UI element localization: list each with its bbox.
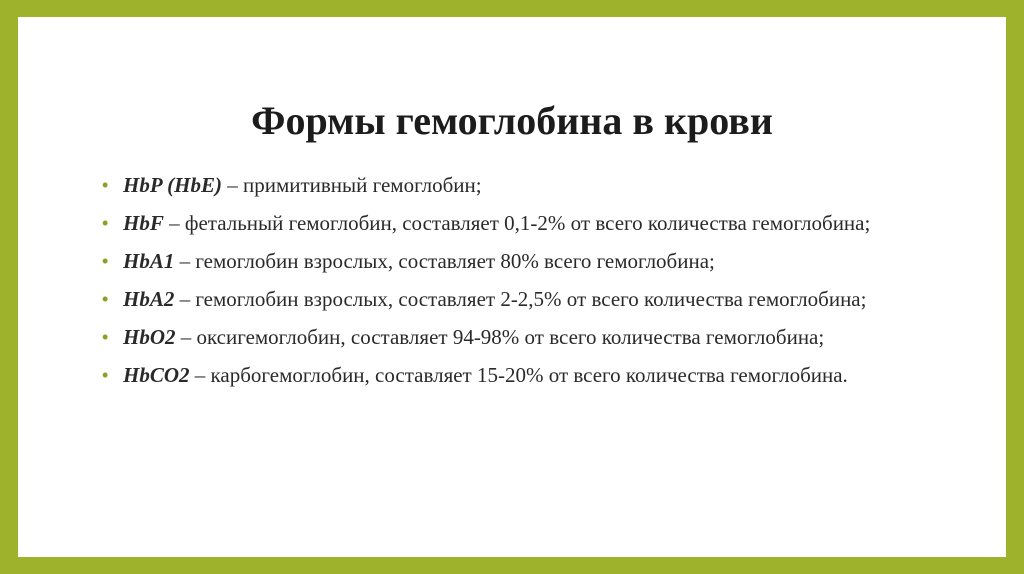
slide-title: Формы гемоглобина в крови xyxy=(251,98,773,143)
bullet-icon: • xyxy=(102,365,109,385)
list-item: • HbA1 – гемоглобин взрослых, составляет … xyxy=(102,249,922,274)
item-term: HbA2 xyxy=(123,287,175,311)
bullet-icon: • xyxy=(102,213,109,233)
list-item: • HbO2 – оксигемоглобин, составляет 94-98… xyxy=(102,325,922,350)
item-description: – карбогемоглобин, составляет 15-20% от … xyxy=(189,363,848,387)
item-description: – примитивный гемоглобин; xyxy=(221,173,482,197)
item-term: HbO2 xyxy=(123,325,176,349)
bullet-icon: • xyxy=(102,289,109,309)
item-description: – гемоглобин взрослых, составляет 80% вс… xyxy=(174,249,715,273)
bullet-icon: • xyxy=(102,327,109,347)
item-term: HbF xyxy=(123,211,164,235)
item-description: – оксигемоглобин, составляет 94-98% от в… xyxy=(175,325,825,349)
bullet-icon: • xyxy=(102,175,109,195)
item-term: HbA1 xyxy=(123,249,175,273)
item-description: – гемоглобин взрослых, составляет 2-2,5%… xyxy=(174,287,867,311)
list-item: • HbF – фетальный гемоглобин, составляет … xyxy=(102,211,922,236)
item-description: – фетальный гемоглобин, составляет 0,1-2… xyxy=(163,211,871,235)
list-item: • HbA2 – гемоглобин взрослых, составляет … xyxy=(102,287,922,312)
list-item: • HbP (HbE) – примитивный гемоглобин; xyxy=(102,173,922,198)
slide: Формы гемоглобина в крови • HbP (HbE) – п… xyxy=(18,17,1006,557)
item-term: HbCO2 xyxy=(123,363,190,387)
list-item: • HbCO2 – карбогемоглобин, составляет 15-… xyxy=(102,363,922,388)
bullet-list: • HbP (HbE) – примитивный гемоглобин; • Hb… xyxy=(102,173,922,401)
bullet-icon: • xyxy=(102,251,109,271)
item-term: HbP (HbE) xyxy=(123,173,222,197)
